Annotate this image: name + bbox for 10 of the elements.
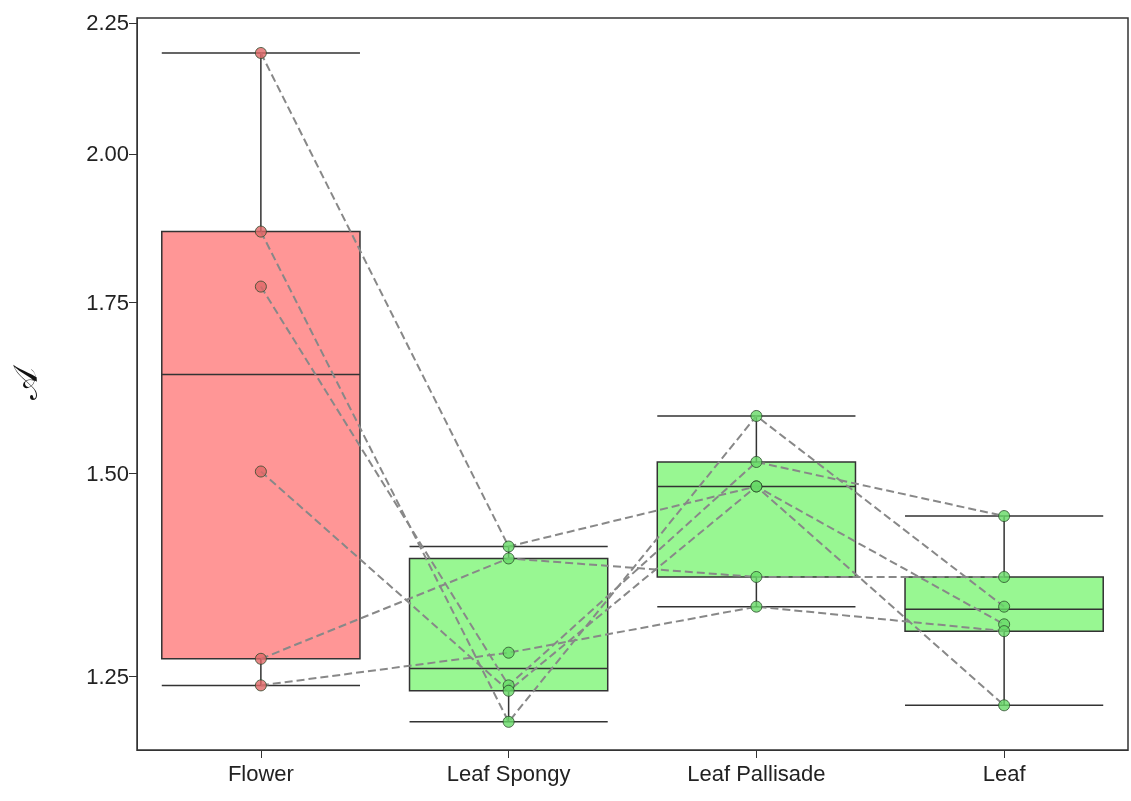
x-tick-label: Leaf xyxy=(982,760,1027,786)
y-tick-label: 1.75 xyxy=(86,289,129,315)
y-tick-label: 1.25 xyxy=(86,663,129,689)
y-axis-title: 𝒜 xyxy=(5,364,45,400)
x-tick-label: Flower xyxy=(227,760,294,786)
y-tick-label: 2.25 xyxy=(86,10,129,36)
x-tick-label: Leaf Pallisade xyxy=(687,760,826,786)
y-tick-label: 2.00 xyxy=(86,141,129,167)
y-tick-label: 1.50 xyxy=(86,461,129,487)
x-tick-label: Leaf Spongy xyxy=(446,760,571,786)
